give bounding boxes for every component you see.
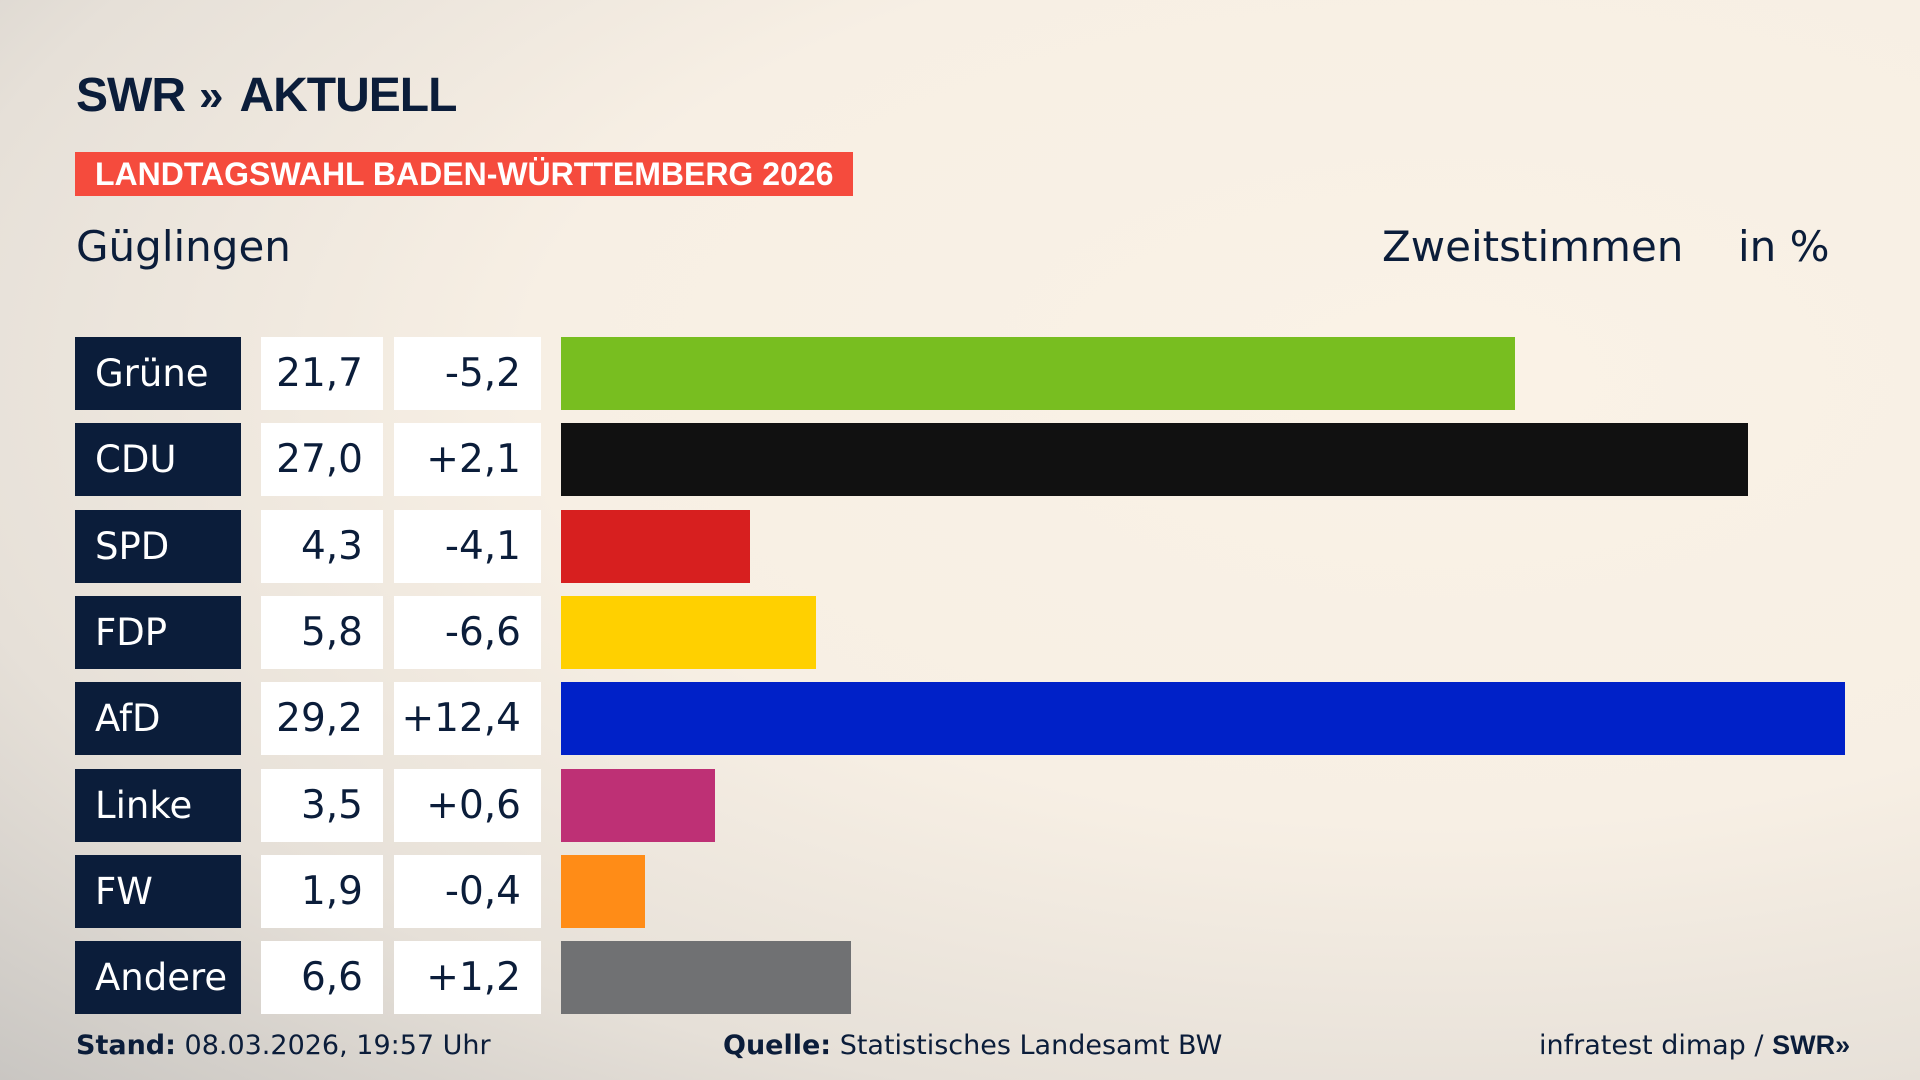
bar [561, 337, 1516, 410]
source-label: Quelle: [723, 1030, 832, 1061]
bar [561, 682, 1845, 756]
bar-row: Grüne 21,7 -5,2 [75, 337, 1516, 410]
value-label: 5,8 [261, 595, 383, 669]
logo-aktuell: AKTUELL [239, 69, 457, 122]
source-value: Statistisches Landesamt BW [839, 1030, 1223, 1061]
party-label: Linke [75, 768, 241, 842]
change-label: -4,1 [394, 509, 541, 583]
bar-row: Linke 3,5 +0,6 [75, 768, 715, 842]
party-label: FDP [75, 595, 241, 669]
bar-row: AfD 29,2 +12,4 [75, 682, 1845, 756]
bar-row: SPD 4,3 -4,1 [75, 509, 751, 583]
change-label: +12,4 [394, 682, 541, 756]
location-title: Güglingen [76, 222, 291, 271]
bar [561, 768, 715, 842]
change-label: -5,2 [394, 337, 541, 410]
value-label: 3,5 [261, 768, 383, 842]
bar-row: Andere 6,6 +1,2 [75, 941, 852, 1015]
credit: infratest dimap / SWR» [1539, 1030, 1850, 1061]
credit-text: infratest dimap / [1539, 1030, 1764, 1061]
change-label: +1,2 [394, 941, 541, 1015]
bar [561, 854, 645, 928]
stand-label: Stand: [76, 1030, 176, 1061]
value-label: 1,9 [261, 854, 383, 928]
election-banner: LANDTAGSWAHL BADEN-WÜRTTEMBERG 2026 [75, 152, 854, 196]
stand-value: 08.03.2026, 19:57 Uhr [184, 1030, 491, 1061]
bar-row: FW 1,9 -0,4 [75, 854, 645, 928]
swr-arrows-icon: » [1835, 1030, 1851, 1060]
swr-aktuell-logo: SWR» AKTUELL [76, 68, 457, 123]
value-label: 27,0 [261, 423, 383, 497]
credit-swr-logo: SWR [1772, 1030, 1836, 1060]
party-label: CDU [75, 423, 241, 497]
change-label: -6,6 [394, 595, 541, 669]
value-label: 21,7 [261, 337, 383, 410]
bar-row: CDU 27,0 +2,1 [75, 423, 1749, 497]
bar-row: FDP 5,8 -6,6 [75, 595, 817, 669]
party-label: Grüne [75, 337, 241, 410]
change-label: +2,1 [394, 423, 541, 497]
value-label: 6,6 [261, 941, 383, 1015]
timestamp: Stand: 08.03.2026, 19:57 Uhr [76, 1030, 491, 1061]
party-label: SPD [75, 509, 241, 583]
value-label: 29,2 [261, 682, 383, 756]
party-label: Andere [75, 941, 241, 1015]
logo-swr: SWR [76, 69, 186, 122]
party-label: AfD [75, 682, 241, 756]
source: Quelle: Statistisches Landesamt BW [723, 1030, 1222, 1061]
bar [561, 423, 1749, 497]
bar [561, 509, 751, 583]
unit-label: in % [1738, 222, 1830, 271]
value-label: 4,3 [261, 509, 383, 583]
swr-arrows-icon: » [198, 70, 224, 120]
change-label: +0,6 [394, 768, 541, 842]
change-label: -0,4 [394, 854, 541, 928]
measure-label: Zweitstimmen [1382, 222, 1684, 271]
bar [561, 941, 852, 1015]
party-label: FW [75, 854, 241, 928]
bar [561, 595, 817, 669]
